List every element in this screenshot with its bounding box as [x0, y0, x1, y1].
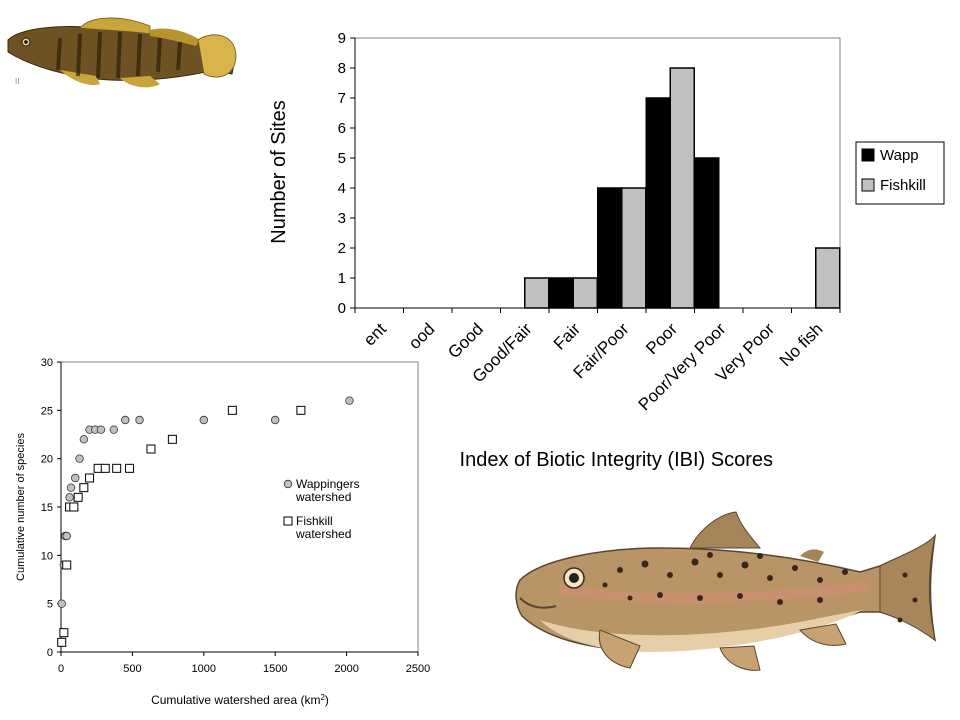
bar-wapp-7 [694, 157, 720, 309]
darter-fish-icon [7, 17, 237, 88]
brown-trout-icon [515, 511, 937, 671]
bar-legend: Wapp Fishkill [855, 141, 945, 205]
bar-fishkill-6 [669, 67, 695, 309]
bar-fishkill-5 [621, 187, 647, 309]
bar-legend-label: Wapp [880, 147, 919, 164]
bar-y-axis-title: Number of Sites [268, 100, 290, 243]
bar-y-tick-label: 8 [338, 60, 346, 77]
bar-y-tick-label: 2 [338, 240, 346, 257]
bar-y-tick-label: 4 [338, 180, 346, 197]
bar-x-tick-label: Fair [550, 319, 584, 353]
bar-y-tick-label: 7 [338, 90, 346, 107]
bar-x-tick-label: No fish [776, 319, 827, 370]
darter-mark: II [15, 77, 19, 86]
bar-x-tick-label: ood [405, 319, 438, 352]
bar-y-tick-label: 6 [338, 120, 346, 137]
bar-fishkill-4 [572, 277, 598, 309]
bar-y-tick-label: 9 [338, 30, 346, 47]
bar-y-tick-label: 5 [338, 150, 346, 167]
bar-y-tick-label: 1 [338, 270, 346, 287]
bar-fishkill-3 [524, 277, 550, 309]
bar-y-tick-label: 0 [338, 300, 346, 317]
bar-fishkill-9 [815, 247, 841, 309]
bar-legend-swatch [861, 148, 875, 162]
bar-legend-swatch [861, 178, 875, 192]
bar-wapp-5 [597, 187, 623, 309]
bar-x-tick-label: ent [360, 319, 390, 349]
bar-wapp-4 [548, 277, 574, 309]
bar-legend-label: Fishkill [880, 177, 926, 194]
bar-x-axis-title: Index of Biotic Integrity (IBI) Scores [460, 449, 773, 471]
bar-x-tick-label: Poor/Very Poor [635, 319, 730, 414]
bar-wapp-6 [645, 97, 671, 309]
bar-y-tick-label: 3 [338, 210, 346, 227]
bar-x-tick-label: Poor [642, 319, 681, 358]
bar-x-tick-label: Good [444, 319, 487, 362]
